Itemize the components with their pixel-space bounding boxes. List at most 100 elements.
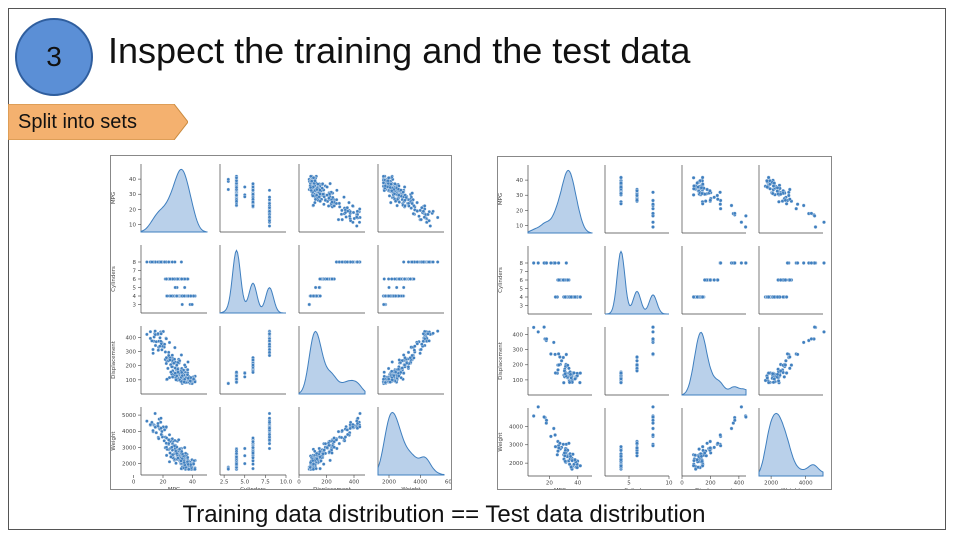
step-number-badge: 3 [15, 18, 93, 96]
scatter-point [340, 217, 344, 222]
pairplot-cell-mpg-vs-mpg [527, 165, 593, 234]
scatter-point [334, 438, 339, 442]
scatter-point [772, 181, 777, 185]
scatter-point [318, 199, 322, 203]
scatter-point [569, 376, 574, 380]
x-tick-label: 4000 [799, 481, 813, 487]
scatter-point [174, 451, 179, 456]
scatter-point [348, 260, 353, 264]
pairplot-cell-weight-vs-weight [758, 408, 824, 477]
scatter-point [311, 194, 315, 198]
scatter-point [691, 175, 696, 180]
scatter-point [567, 462, 572, 467]
scatter-point [556, 446, 561, 450]
scatter-point [308, 185, 313, 190]
scatter-point [393, 182, 397, 186]
x-tick-label: 2000 [382, 480, 396, 486]
scatter-point [784, 371, 789, 375]
scatter-point [700, 444, 705, 449]
scatter-point [311, 294, 316, 298]
kde-curve-displacement [298, 330, 366, 395]
scatter-point [321, 192, 325, 196]
scatter-point [170, 365, 174, 369]
pairplot-cell-cylinders-vs-cylinders [219, 245, 286, 314]
scatter-point [699, 185, 704, 190]
scatter-point [182, 285, 187, 290]
y-tick-label: 40 [129, 177, 136, 183]
scatter-point [708, 278, 713, 282]
scatter-point [651, 198, 655, 203]
scatter-point [766, 175, 771, 180]
scatter-point [700, 459, 704, 464]
scatter-point [337, 260, 342, 264]
scatter-point [167, 433, 172, 437]
scatter-point [729, 426, 734, 431]
scatter-point [553, 352, 557, 357]
scatter-point [319, 459, 323, 463]
kde-curve-displacement [681, 331, 747, 396]
scatter-point [381, 377, 386, 381]
scatter-point [556, 363, 561, 367]
scatter-point [739, 261, 744, 265]
scatter-point [575, 465, 580, 470]
scatter-point [399, 370, 403, 375]
pairplot-cell-weight-vs-weight [377, 407, 445, 476]
pairplot-cell-displacement-vs-cylinders [604, 325, 669, 396]
scatter-point [556, 368, 560, 372]
scatter-point [170, 260, 175, 264]
scatter-point [348, 420, 353, 425]
pairplot-cell-displacement-vs-weight [758, 325, 826, 396]
scatter-point [635, 358, 639, 363]
scatter-point [389, 200, 393, 205]
kde-curve-weight [377, 411, 445, 476]
scatter-point [691, 193, 696, 197]
scatter-point [635, 355, 639, 359]
scatter-point [718, 190, 722, 195]
scatter-point [390, 360, 394, 364]
scatter-point [651, 433, 655, 437]
scatter-point [330, 277, 334, 281]
scatter-point [397, 358, 402, 362]
scatter-point [358, 411, 362, 416]
scatter-point [394, 285, 399, 290]
scatter-point [435, 329, 440, 333]
scatter-point [309, 174, 313, 179]
scatter-point [267, 332, 272, 336]
pairplot-cell-mpg-vs-displacement [298, 164, 365, 233]
pairplot-cell-cylinders-vs-displacement [681, 246, 748, 315]
scatter-point [795, 261, 800, 265]
scatter-point [651, 220, 655, 225]
y-tick-label: 5000 [122, 413, 136, 419]
scatter-point [619, 201, 623, 206]
scatter-point [354, 215, 359, 219]
scatter-point [531, 261, 536, 265]
pairplot-cell-cylinders-vs-cylinders [604, 246, 669, 315]
scatter-point [267, 209, 272, 214]
scatter-point [695, 295, 700, 299]
x-tick-label: 10.0 [280, 480, 293, 486]
pairplot-cell-mpg-vs-displacement [681, 165, 748, 234]
scatter-point [619, 371, 623, 375]
pairplot-cell-weight-vs-mpg [140, 407, 207, 476]
scatter-point [635, 451, 639, 455]
y-tick-label: 4000 [122, 429, 136, 435]
scatter-point [180, 302, 184, 307]
scatter-point [185, 277, 190, 281]
scatter-point [381, 174, 386, 179]
scatter-point [785, 352, 790, 356]
scatter-point [619, 181, 623, 185]
scatter-point [327, 196, 331, 200]
pairplot-cell-weight-vs-mpg [527, 405, 592, 477]
scatter-point [789, 363, 794, 367]
y-tick-label: 3000 [122, 445, 136, 451]
scatter-point [267, 197, 272, 202]
pairplot-cell-mpg-vs-mpg [140, 164, 208, 233]
y-tick-label: 5 [520, 286, 524, 292]
scatter-point [708, 198, 713, 203]
scatter-point [435, 215, 440, 220]
kde-curve-mpg [527, 169, 593, 234]
x-tick-label: 2000 [764, 481, 778, 487]
scatter-point [148, 329, 153, 334]
scatter-point [313, 200, 317, 205]
y-tick-label: 7 [133, 268, 137, 274]
